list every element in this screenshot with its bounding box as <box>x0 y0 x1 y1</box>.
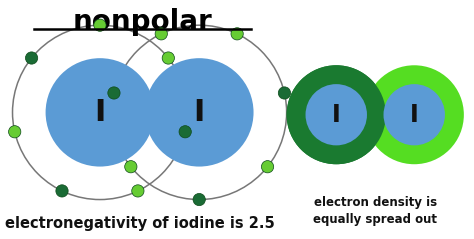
Ellipse shape <box>193 193 205 206</box>
Text: I: I <box>332 103 341 127</box>
Ellipse shape <box>162 52 174 64</box>
Ellipse shape <box>108 87 120 99</box>
Ellipse shape <box>56 185 68 197</box>
Text: I: I <box>193 98 205 127</box>
Text: electron density is
equally spread out: electron density is equally spread out <box>313 196 437 226</box>
Text: I: I <box>94 98 106 127</box>
Ellipse shape <box>26 52 38 64</box>
Ellipse shape <box>383 84 445 145</box>
Ellipse shape <box>261 161 273 173</box>
Ellipse shape <box>278 87 291 99</box>
Text: nonpolar: nonpolar <box>73 8 212 36</box>
Ellipse shape <box>231 28 243 40</box>
Ellipse shape <box>179 126 191 138</box>
Ellipse shape <box>145 58 254 167</box>
Ellipse shape <box>125 161 137 173</box>
Ellipse shape <box>287 65 386 164</box>
Ellipse shape <box>9 126 21 138</box>
Ellipse shape <box>155 28 167 40</box>
Ellipse shape <box>46 58 155 167</box>
Text: electronegativity of iodine is 2.5: electronegativity of iodine is 2.5 <box>5 216 275 231</box>
Text: I: I <box>410 103 419 127</box>
Ellipse shape <box>365 65 464 164</box>
Ellipse shape <box>287 65 386 164</box>
Ellipse shape <box>306 84 367 145</box>
Ellipse shape <box>132 185 144 197</box>
Ellipse shape <box>94 19 106 31</box>
